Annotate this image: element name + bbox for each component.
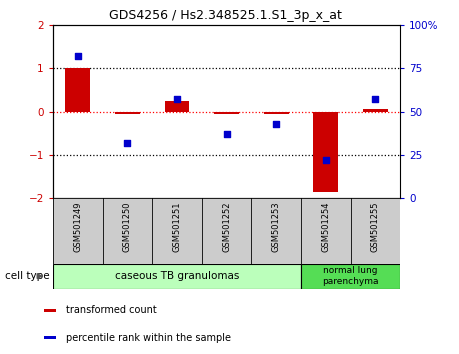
Text: percentile rank within the sample: percentile rank within the sample [66, 333, 230, 343]
Bar [53, 264, 300, 289]
Text: cell type: cell type [5, 271, 49, 281]
Bar [362, 109, 387, 112]
Text: GSM501253: GSM501253 [271, 201, 280, 252]
Text: GSM501250: GSM501250 [123, 201, 132, 252]
Text: GSM501255: GSM501255 [370, 201, 379, 252]
Bar [65, 68, 90, 112]
Point [223, 131, 230, 137]
Point [321, 157, 329, 163]
Point [371, 97, 378, 102]
Point [272, 121, 279, 126]
Bar [313, 112, 337, 192]
Point [173, 97, 180, 102]
Text: GSM501249: GSM501249 [73, 201, 82, 252]
Point [74, 53, 81, 59]
Bar [44, 309, 56, 312]
Bar [164, 101, 189, 112]
Text: GDS4256 / Hs2.348525.1.S1_3p_x_at: GDS4256 / Hs2.348525.1.S1_3p_x_at [109, 9, 341, 22]
Bar [300, 264, 399, 289]
Text: normal lung
parenchyma: normal lung parenchyma [322, 267, 378, 286]
Bar [214, 112, 238, 114]
Bar [44, 336, 56, 339]
Text: GSM501252: GSM501252 [222, 201, 230, 252]
Text: transformed count: transformed count [66, 306, 157, 315]
Point [123, 140, 131, 145]
Bar [115, 112, 140, 114]
Text: GSM501251: GSM501251 [172, 201, 181, 252]
Text: GSM501254: GSM501254 [320, 201, 330, 252]
Bar [263, 112, 288, 114]
Text: caseous TB granulomas: caseous TB granulomas [114, 271, 239, 281]
